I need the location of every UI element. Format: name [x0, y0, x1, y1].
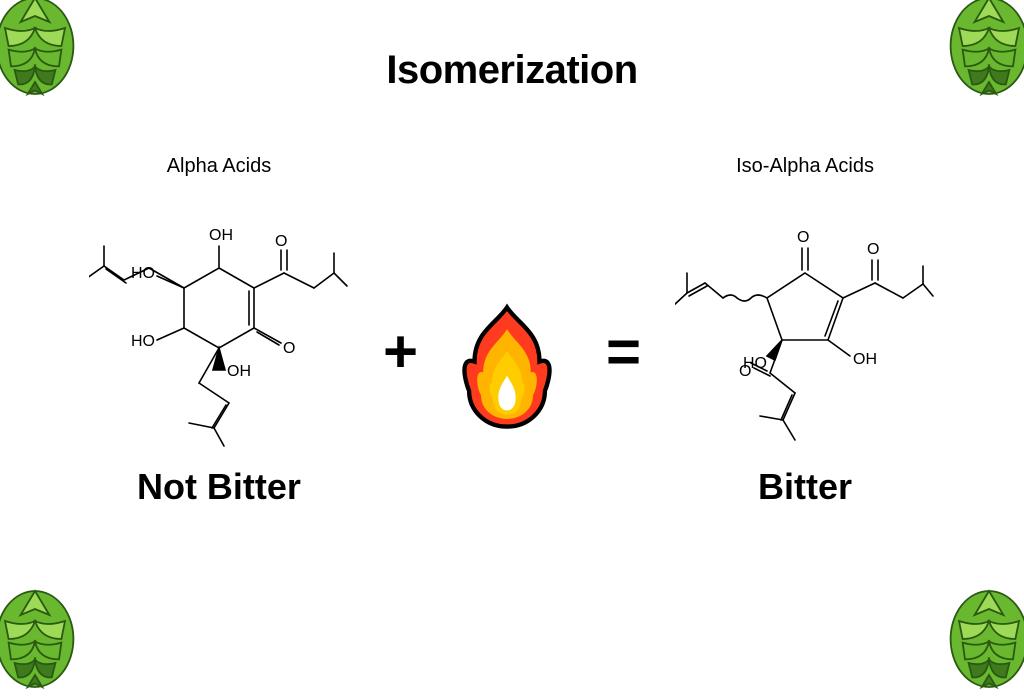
plus-operator: +	[383, 277, 418, 386]
right-biglabel: Bitter	[758, 466, 852, 508]
atom-label: OH	[209, 227, 233, 244]
svg-text:HO: HO	[131, 265, 155, 282]
alpha-acid-molecule: OH O O HO OH HO HO	[89, 188, 349, 448]
atom-label: OH	[853, 351, 877, 368]
left-biglabel: Not Bitter	[137, 466, 301, 508]
atom-label: HO	[131, 333, 155, 350]
right-column: Iso-Alpha Acids	[675, 155, 935, 508]
hop-corner-bottom-right	[929, 573, 1024, 693]
left-column: Alpha Acids	[89, 155, 349, 508]
atom-label: O	[797, 229, 809, 246]
svg-text:O: O	[739, 363, 751, 380]
page-title: Isomerization	[0, 48, 1024, 93]
left-sublabel: Alpha Acids	[167, 155, 272, 178]
iso-alpha-acid-molecule: O O HO OH O O O	[675, 188, 935, 448]
atom-label: O	[275, 233, 287, 250]
equals-operator: =	[606, 277, 641, 386]
atom-label: OH	[227, 363, 251, 380]
atom-label: O	[867, 241, 879, 258]
atom-label: O	[283, 340, 295, 357]
flame-icon	[452, 262, 572, 402]
hop-corner-bottom-left	[0, 573, 95, 693]
right-sublabel: Iso-Alpha Acids	[736, 155, 874, 178]
equation-row: Alpha Acids	[0, 155, 1024, 508]
